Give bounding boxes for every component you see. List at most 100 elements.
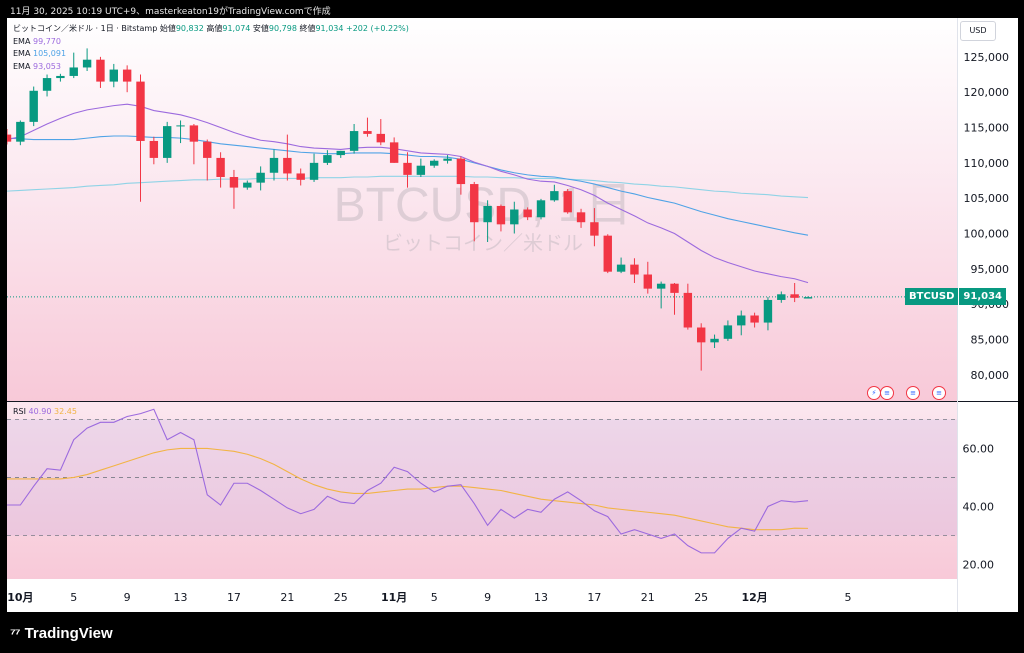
- ema-legend-row[interactable]: EMA 93,053: [13, 61, 409, 74]
- candle[interactable]: [710, 334, 719, 349]
- candle[interactable]: [416, 158, 426, 177]
- ema-legend-row[interactable]: EMA 105,091: [13, 48, 409, 61]
- time-tick-label: 5: [431, 591, 438, 604]
- candle-body: [96, 59, 105, 82]
- candle[interactable]: [750, 312, 759, 328]
- candle[interactable]: [430, 159, 439, 168]
- candle[interactable]: [443, 155, 452, 164]
- candle[interactable]: [16, 120, 25, 146]
- candle[interactable]: [203, 139, 212, 181]
- rsi-legend[interactable]: RSI 40.90 32.45: [13, 407, 77, 416]
- chart-frame[interactable]: BTCUSD, 1日 ビットコイン／米ドル 125,000 120,000 115,…: [7, 18, 1018, 612]
- candle[interactable]: [470, 181, 479, 242]
- candle-body: [243, 182, 252, 188]
- candle[interactable]: [82, 48, 92, 71]
- candle[interactable]: [296, 168, 305, 186]
- candle[interactable]: [349, 123, 359, 154]
- candle-body: [643, 274, 652, 289]
- candle[interactable]: [189, 123, 199, 165]
- candle[interactable]: [737, 310, 746, 336]
- candle[interactable]: [216, 152, 225, 188]
- candle-body: [323, 155, 332, 163]
- candle-body: [750, 315, 759, 323]
- candle[interactable]: [363, 117, 372, 137]
- candle[interactable]: [670, 282, 679, 315]
- candle[interactable]: [483, 200, 492, 243]
- candle[interactable]: [283, 134, 292, 181]
- candle[interactable]: [697, 323, 706, 371]
- chart-canvas[interactable]: BTCUSD, 1日 ビットコイン／米ドル 125,000 120,000 115,…: [7, 18, 1018, 612]
- candle[interactable]: [163, 121, 172, 163]
- candle[interactable]: [42, 74, 52, 97]
- candle-body: [630, 264, 639, 275]
- candle[interactable]: [496, 204, 506, 232]
- rsi-line[interactable]: [7, 408, 809, 554]
- candle[interactable]: [656, 281, 666, 309]
- symbol-line[interactable]: ビットコイン／米ドル · 1日 · Bitstamp: [13, 24, 158, 33]
- tradingview-logo[interactable]: ⁷⁷ TradingView: [10, 622, 113, 644]
- candle[interactable]: [109, 63, 118, 88]
- candle-body: [349, 131, 359, 151]
- candle[interactable]: [176, 120, 185, 144]
- candle-body: [376, 133, 385, 143]
- us-flag-icon[interactable]: ≡: [880, 386, 894, 400]
- candle[interactable]: [523, 207, 532, 221]
- candle[interactable]: [336, 150, 345, 158]
- candle[interactable]: [603, 234, 612, 274]
- candle[interactable]: [403, 152, 412, 188]
- candle[interactable]: [96, 56, 105, 88]
- candle[interactable]: [122, 65, 132, 93]
- candle-body: [563, 191, 572, 213]
- candle-body: [176, 125, 185, 127]
- ema-legend-row[interactable]: EMA 99,770: [13, 36, 409, 49]
- candle[interactable]: [456, 156, 466, 195]
- rsi-tick-label: 20.00: [963, 558, 995, 571]
- candle[interactable]: [269, 149, 279, 181]
- candle[interactable]: [510, 201, 519, 234]
- us-flag-icon[interactable]: ≡: [932, 386, 946, 400]
- candle[interactable]: [763, 297, 773, 331]
- candle[interactable]: [149, 136, 159, 165]
- candle[interactable]: [563, 189, 572, 214]
- candle[interactable]: [243, 180, 252, 190]
- candle[interactable]: [790, 282, 799, 303]
- candle[interactable]: [7, 128, 12, 145]
- candle[interactable]: [590, 208, 599, 247]
- candle[interactable]: [550, 184, 559, 202]
- candle[interactable]: [29, 86, 38, 127]
- candle-body: [470, 184, 479, 223]
- candle-body: [656, 283, 666, 289]
- candle[interactable]: [576, 208, 586, 228]
- chart-legend[interactable]: ビットコイン／米ドル · 1日 · Bitstamp 始値90,832 高値91…: [13, 23, 409, 73]
- price-tick-label: 105,000: [964, 192, 1010, 205]
- candle-body: [590, 222, 599, 236]
- candle[interactable]: [309, 153, 319, 182]
- candle[interactable]: [136, 74, 145, 202]
- candle[interactable]: [683, 283, 693, 330]
- candle-body: [790, 294, 799, 298]
- currency-badge[interactable]: USD: [960, 21, 996, 41]
- candle[interactable]: [643, 261, 652, 294]
- candle[interactable]: [256, 166, 265, 191]
- rsi-ma-line[interactable]: [7, 447, 809, 531]
- candle[interactable]: [69, 52, 78, 79]
- candle[interactable]: [803, 296, 813, 299]
- time-tick-label: 21: [641, 591, 655, 604]
- lightning-icon[interactable]: ⚡: [867, 386, 881, 400]
- candle[interactable]: [376, 119, 385, 146]
- candle-body: [536, 200, 546, 218]
- us-flag-icon[interactable]: ≡: [906, 386, 920, 400]
- candle[interactable]: [229, 169, 239, 209]
- price-tick-label: 100,000: [964, 228, 1010, 241]
- candle[interactable]: [536, 198, 546, 220]
- candle[interactable]: [777, 291, 786, 303]
- candle[interactable]: [389, 137, 399, 163]
- candle[interactable]: [723, 320, 733, 341]
- candle[interactable]: [616, 257, 626, 274]
- candle-body: [803, 297, 813, 299]
- candle[interactable]: [56, 73, 65, 82]
- candle-body: [363, 131, 372, 134]
- candle-body: [203, 141, 212, 158]
- candle[interactable]: [630, 258, 639, 283]
- candle[interactable]: [323, 150, 332, 165]
